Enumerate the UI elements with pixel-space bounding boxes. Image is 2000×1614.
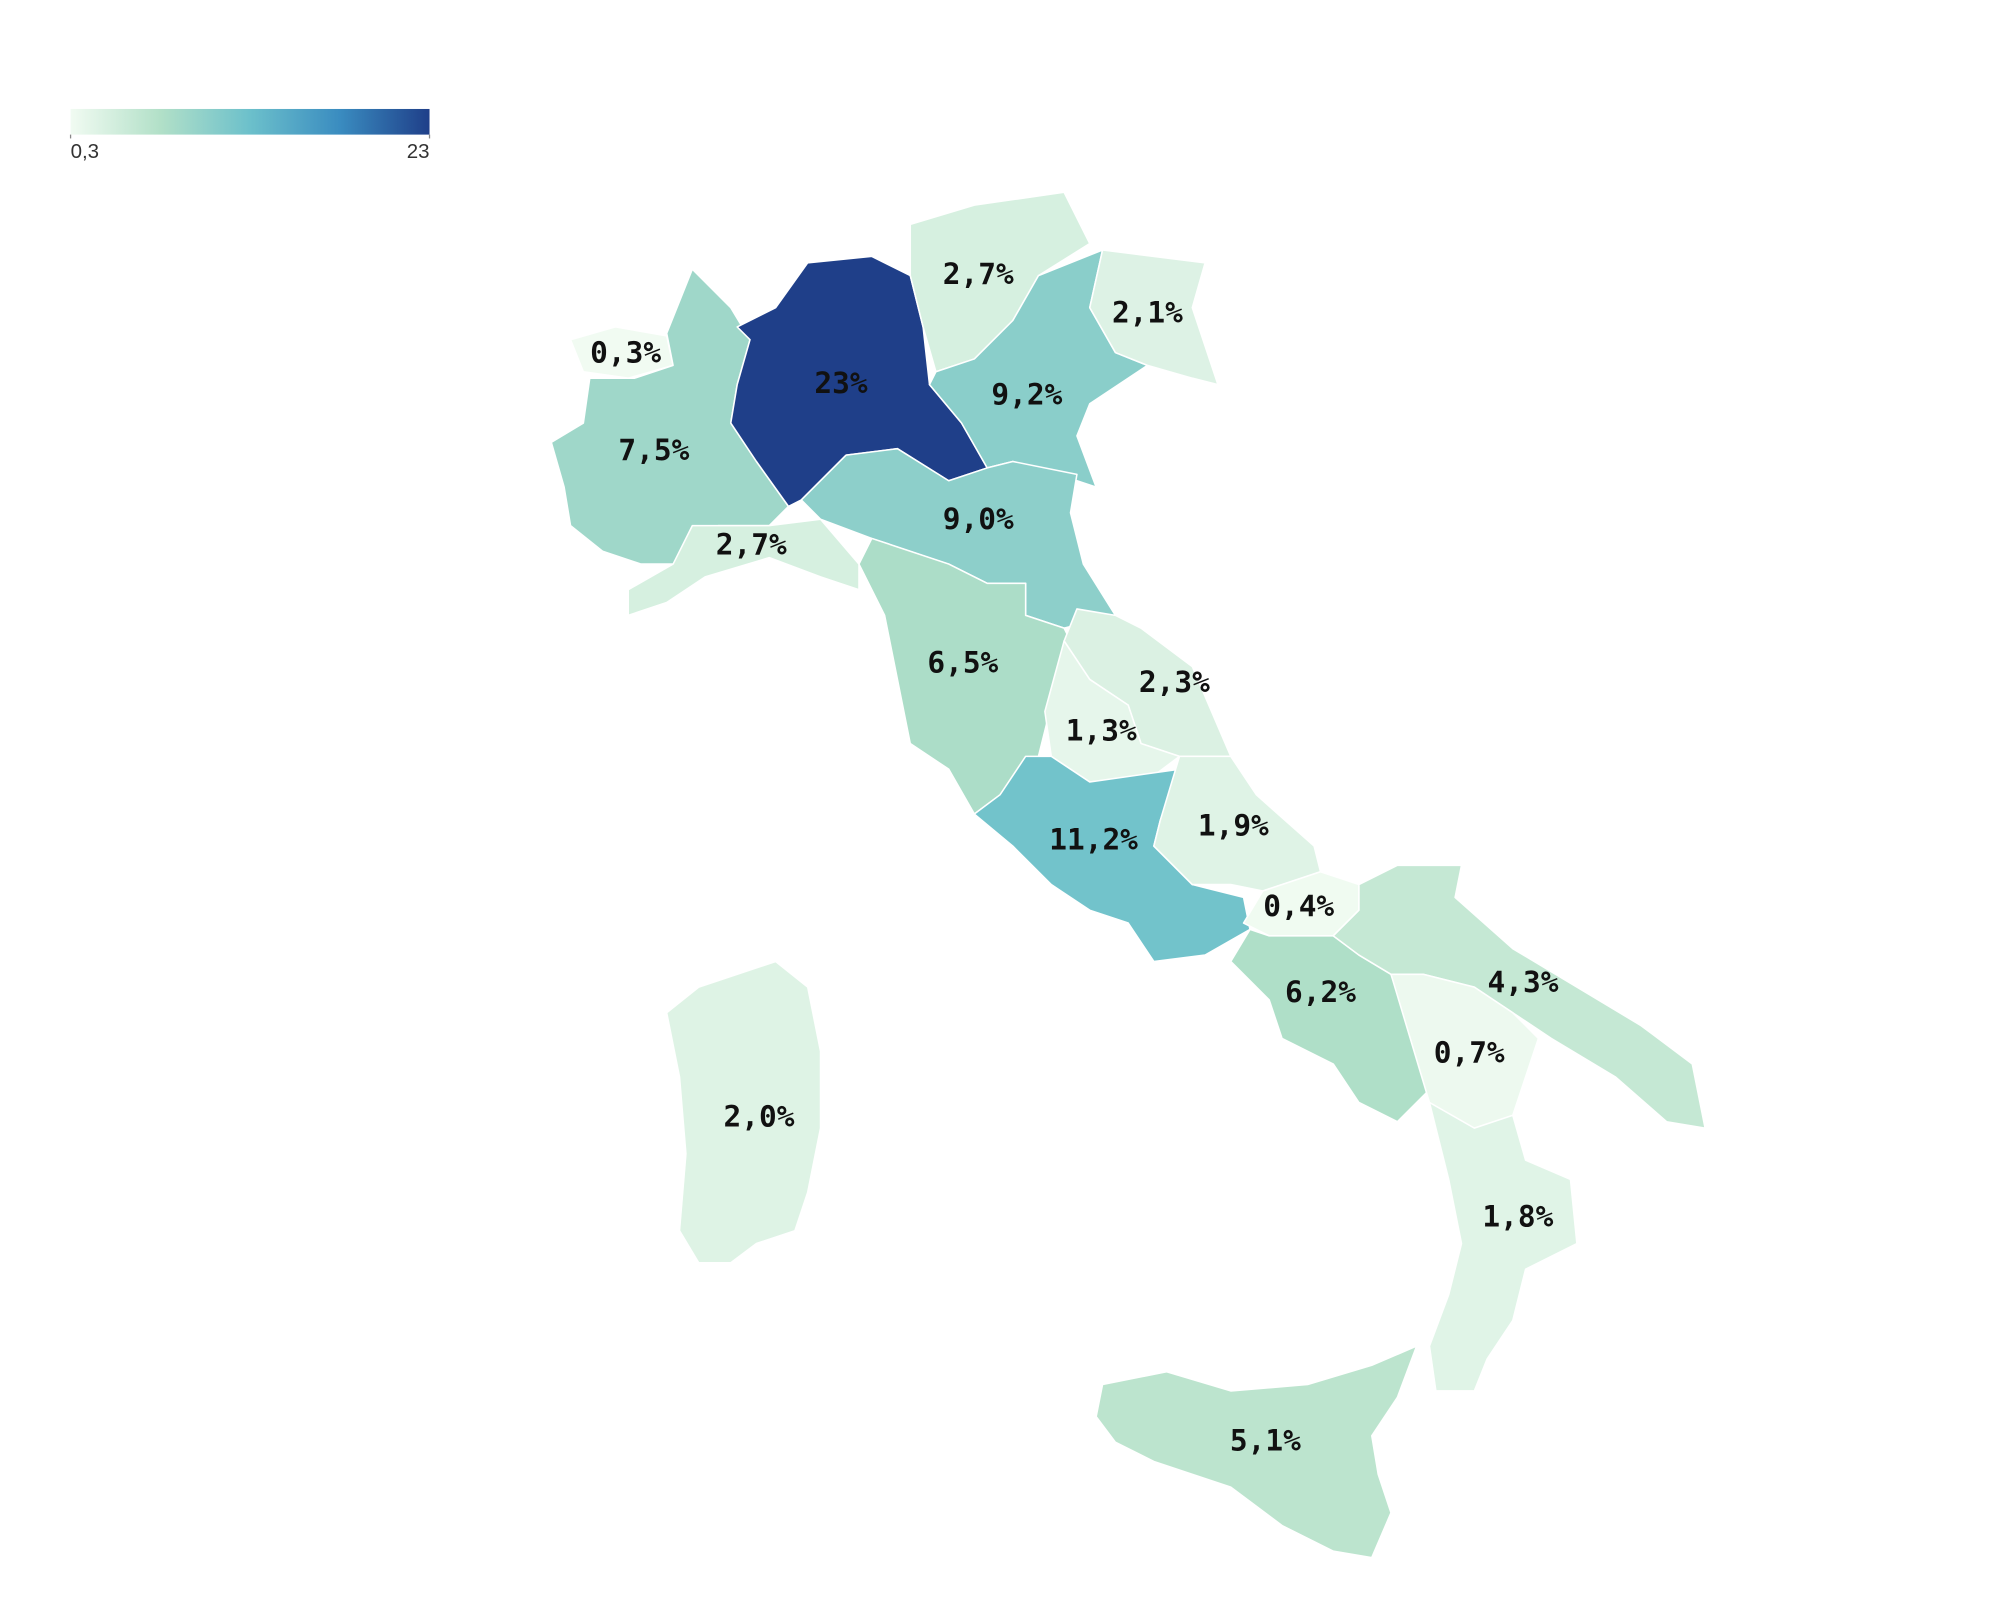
region-label: 2,1%: [1112, 296, 1183, 330]
region-label: 6,5%: [927, 646, 998, 680]
region-label: 1,8%: [1482, 1199, 1553, 1233]
region: [1095, 1345, 1418, 1559]
color-bar: [70, 108, 430, 135]
region-label: 2,3%: [1139, 665, 1210, 699]
region-label: 9,0%: [943, 502, 1014, 536]
regions: [550, 191, 1706, 1559]
labels: 0,3%7,5%23%2,7%9,2%2,1%2,7%9,0%6,5%2,3%1…: [590, 257, 1559, 1458]
region-label: 9,2%: [991, 378, 1062, 412]
color-bar-label: 23: [407, 140, 430, 163]
color-bar-label: 0,3: [71, 140, 100, 163]
region: [973, 755, 1251, 963]
region-label: 11,2%: [1049, 822, 1138, 856]
region-label: 2,0%: [724, 1099, 795, 1133]
region-label: 0,7%: [1434, 1035, 1505, 1069]
region: [1428, 1101, 1578, 1392]
region-label: 1,9%: [1198, 808, 1269, 842]
region: [1332, 864, 1706, 1129]
region: [1044, 640, 1181, 783]
region-label: 23%: [814, 366, 867, 400]
region-label: 1,3%: [1066, 714, 1137, 748]
region-label: 6,2%: [1285, 975, 1356, 1009]
region-label: 2,7%: [716, 528, 787, 562]
region: [1390, 973, 1540, 1129]
region-label: 5,1%: [1230, 1424, 1301, 1458]
region-label: 7,5%: [618, 433, 689, 467]
region-label: 2,7%: [943, 257, 1014, 291]
region: [1088, 249, 1219, 386]
region-label: 4,3%: [1488, 965, 1559, 999]
region: [665, 960, 822, 1264]
region-label: 0,4%: [1263, 889, 1334, 923]
region-label: 0,3%: [590, 335, 661, 369]
